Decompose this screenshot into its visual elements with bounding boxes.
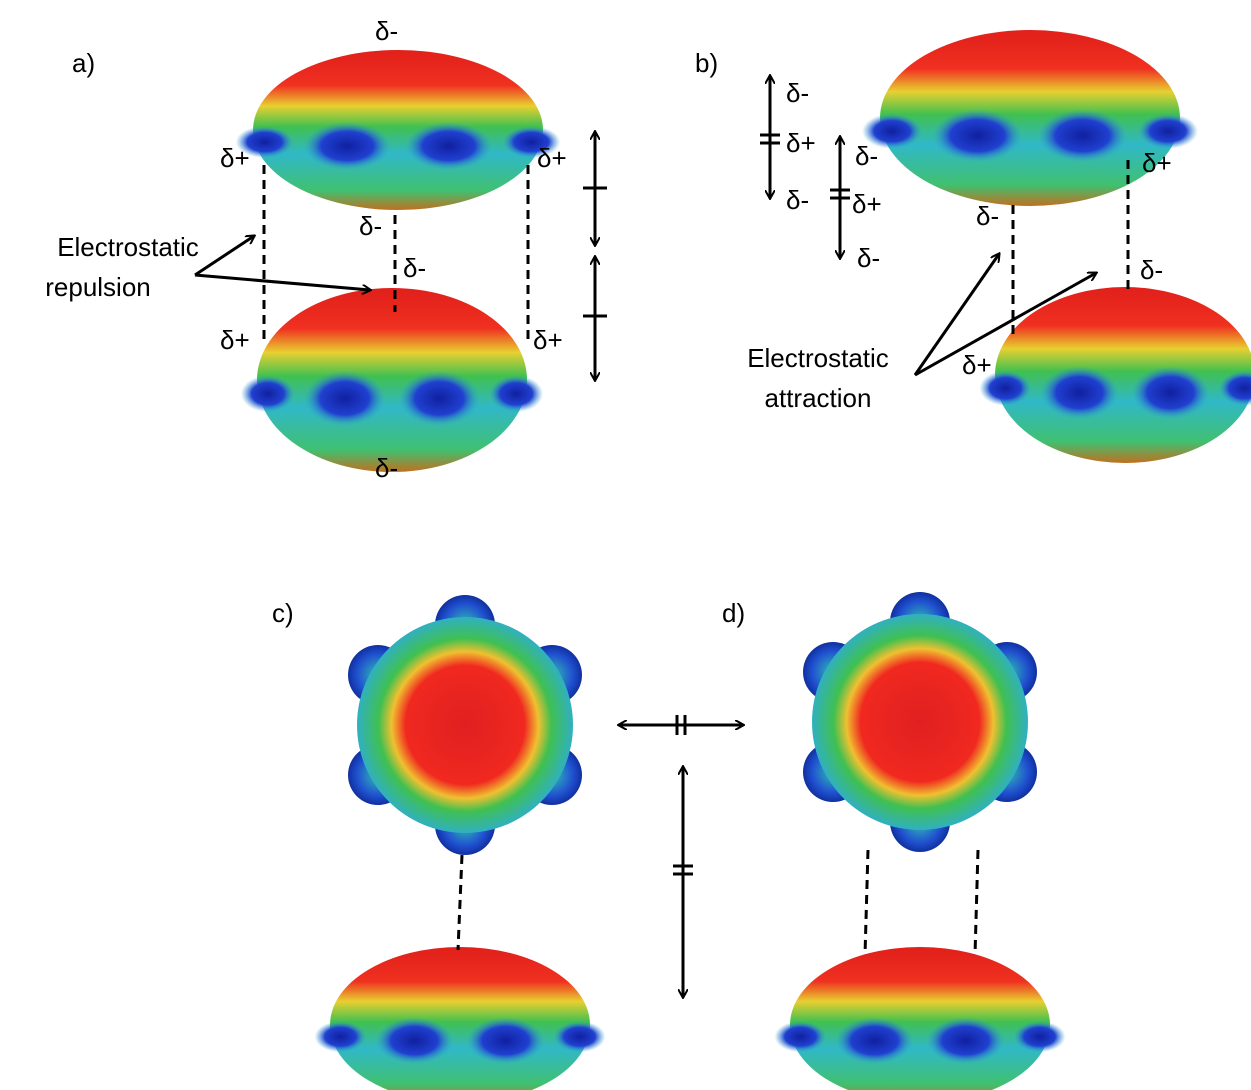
molecule (314, 947, 605, 1090)
charge: δ- (855, 141, 878, 171)
charge: δ- (403, 253, 426, 283)
annotation: Electrostatic (747, 343, 889, 373)
molecule (979, 287, 1251, 463)
charge: δ+ (962, 350, 992, 380)
charge: δ+ (786, 128, 816, 158)
charge: δ- (375, 453, 398, 483)
charge: δ- (786, 185, 809, 215)
molecule (348, 595, 582, 855)
annotation: repulsion (45, 272, 151, 302)
charge: δ- (359, 211, 382, 241)
contacts (264, 160, 1128, 955)
molecule (803, 592, 1037, 852)
panel-label: c) (272, 598, 294, 628)
arrows (195, 76, 1096, 997)
molecule (774, 947, 1065, 1090)
charge: δ+ (1142, 148, 1172, 178)
charge: δ+ (220, 325, 250, 355)
molecule (241, 288, 543, 472)
panel-label: a) (72, 48, 95, 78)
charge: δ+ (220, 143, 250, 173)
diagram: a) b) c) d) δ- δ+ δ+ δ- δ- δ+ δ+ δ- Elec… (0, 0, 1251, 1090)
molecule (236, 50, 561, 210)
annotation: Electrostatic (57, 232, 199, 262)
charge: δ+ (533, 325, 563, 355)
charge: δ+ (537, 143, 567, 173)
charge: δ- (976, 201, 999, 231)
charge: δ- (375, 16, 398, 46)
charge: δ- (857, 243, 880, 273)
charge: δ- (1140, 255, 1163, 285)
charge: δ- (786, 78, 809, 108)
panel-label: d) (722, 598, 745, 628)
charge: δ+ (852, 189, 882, 219)
molecule (862, 30, 1198, 206)
annotation: attraction (765, 383, 872, 413)
panel-label: b) (695, 48, 718, 78)
